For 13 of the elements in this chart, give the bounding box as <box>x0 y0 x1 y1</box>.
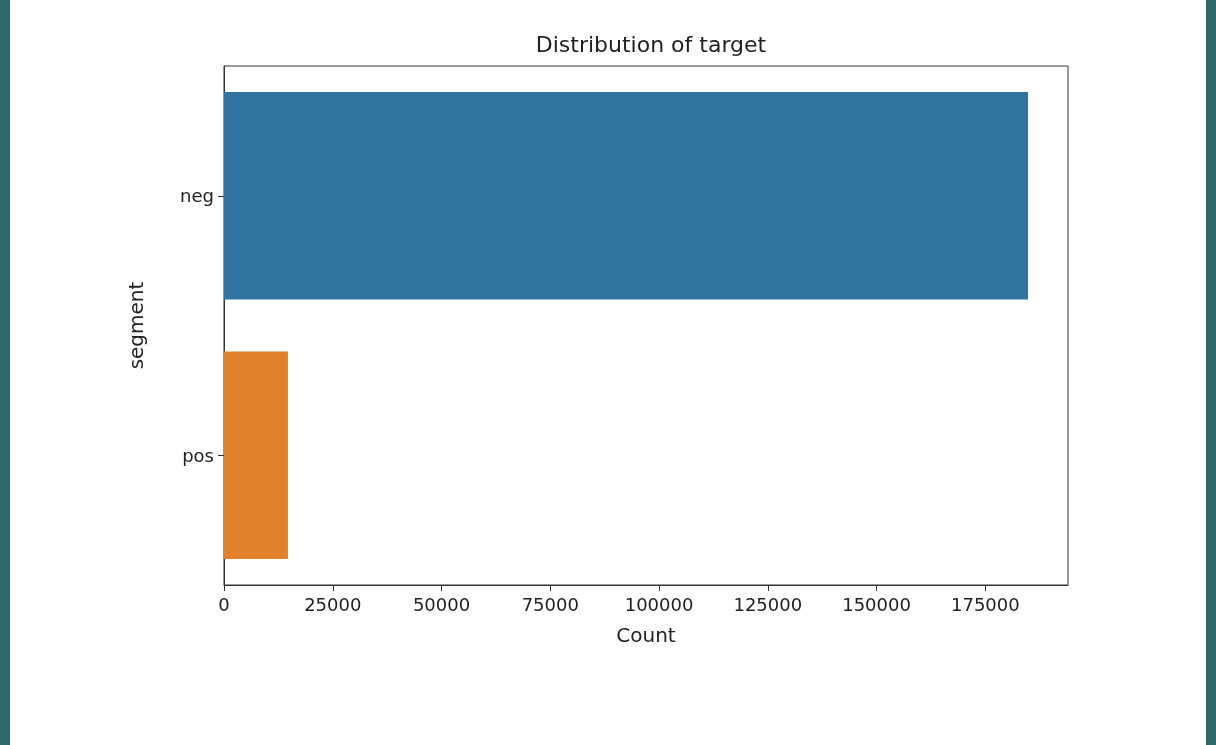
x-tick-label: 125000 <box>733 593 803 615</box>
x-tick-label: 75000 <box>521 593 579 615</box>
x-tick-label: 175000 <box>950 593 1020 615</box>
y-axis-title: segment <box>124 281 148 370</box>
x-tick-label: 150000 <box>842 593 911 615</box>
x-tick-label: 0 <box>218 593 230 615</box>
x-tick-label: 25000 <box>304 593 362 615</box>
x-axis-title: Count <box>616 623 676 647</box>
y-tick-label: pos <box>182 444 214 466</box>
x-tick-label: 100000 <box>624 593 694 615</box>
x-tick-label: 50000 <box>412 593 471 615</box>
chart-title: Distribution of target <box>535 31 767 57</box>
y-tick-label: neg <box>180 185 214 207</box>
